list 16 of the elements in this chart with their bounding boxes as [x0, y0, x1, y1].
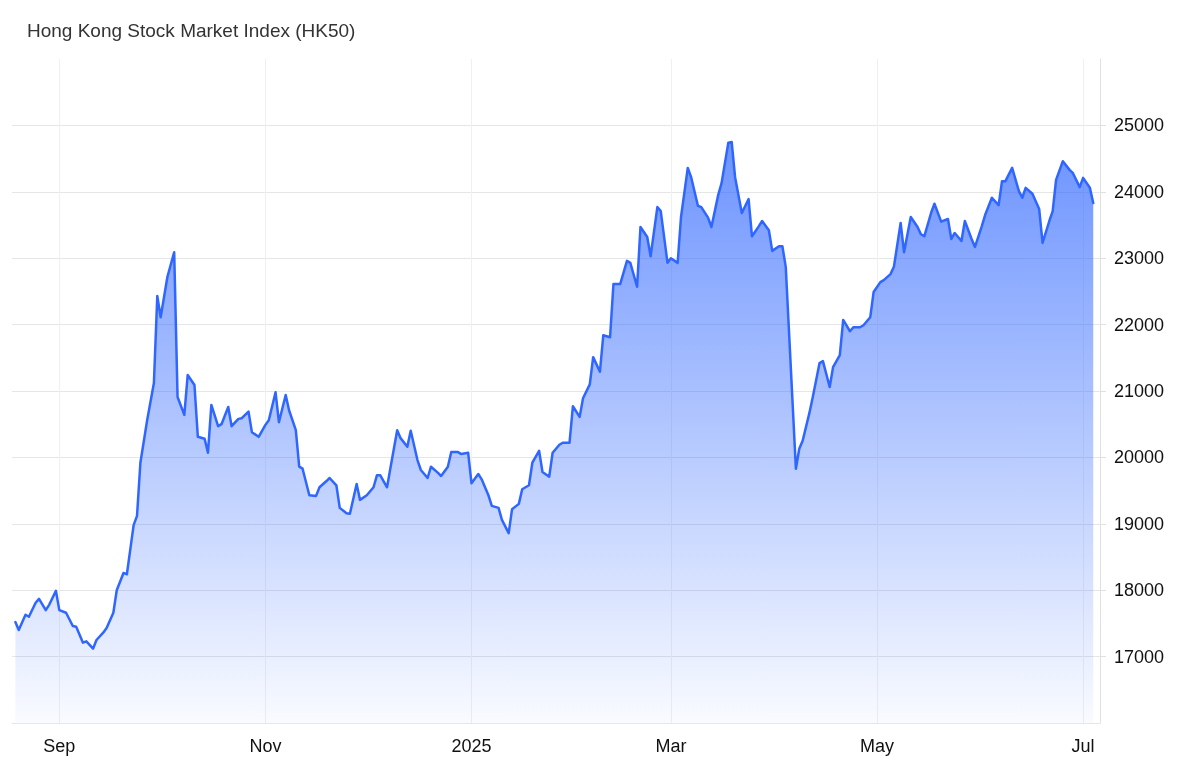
y-tick-label: 24000 [1114, 181, 1165, 202]
y-tick-label: 22000 [1114, 314, 1165, 335]
y-tick-label: 17000 [1114, 646, 1165, 667]
x-tick-label: Sep [43, 736, 76, 756]
x-tick-label: Nov [249, 736, 282, 756]
y-tick-label: 25000 [1114, 115, 1165, 136]
y-tick-label: 21000 [1114, 381, 1165, 401]
x-tick-label: Mar [655, 736, 687, 756]
chart-title: Hong Kong Stock Market Index (HK50) [27, 20, 356, 41]
y-tick-label: 18000 [1114, 580, 1165, 601]
x-tick-label: Jul [1071, 736, 1095, 756]
y-tick-label: 23000 [1114, 248, 1165, 269]
x-tick-label: 2025 [451, 736, 492, 756]
y-tick-label: 19000 [1114, 513, 1165, 534]
x-tick-label: May [859, 736, 894, 756]
y-tick-label: 20000 [1114, 447, 1165, 468]
